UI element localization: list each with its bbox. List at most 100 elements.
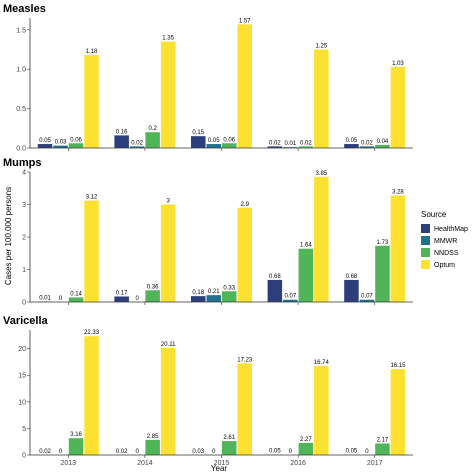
panel-varicella: Varicella 0 5 10 15 20 0.02 0 3.16 22.33 0.02 0 2.85… [3,315,413,467]
data-label: 1.57 [239,18,251,24]
y-tick-label: 5 [22,426,26,433]
y-tick-label: 3 [22,202,26,209]
y-tick-label: 15 [18,373,26,380]
panel-title: Varicella [3,315,49,327]
data-label: 0 [135,449,139,455]
data-label: 0.02 [269,140,281,146]
data-label: 16.15 [390,363,406,369]
bar-nndss [145,439,160,455]
y-tick-label: 1 [22,267,26,274]
y-tick-label: 10 [18,399,26,406]
data-label: 0 [59,296,63,302]
y-tick-label: 0 [22,453,26,460]
legend-label-mmwr: MMWR [434,238,457,245]
data-label: 1.64 [300,243,312,249]
data-label: 1.73 [377,240,389,246]
bar-optum [390,195,406,302]
bar-nndss [222,291,237,302]
bar-optum [160,41,176,148]
data-label: 0.05 [346,138,358,144]
bar-optum [84,336,99,455]
y-tick-label: 1.0 [16,67,26,74]
data-label: 0.07 [285,294,297,300]
y-tick-label: 20 [18,346,26,353]
bar-optum [84,55,99,148]
x-tick-label: 2016 [290,460,306,467]
bar-healthmap [37,144,53,148]
data-label: 2.9 [241,202,250,208]
y-axis-label: Cases per 100,000 persons [4,187,13,285]
data-label: 1.25 [316,44,328,50]
data-label: 1.03 [392,61,404,67]
bar-optum [237,363,252,455]
bar-nndss [68,143,84,148]
data-label: 2.85 [147,434,159,440]
data-label: 0.17 [116,290,128,296]
bar-nndss [298,248,314,302]
bar-mmwr [359,146,375,148]
y-tick-label: 2 [22,235,26,242]
bar-nndss [375,144,390,148]
bar-mmwr [283,299,298,302]
bar-nndss [298,146,314,148]
bar-optum [237,207,252,302]
data-label: 0.02 [300,140,312,146]
y-tick-label: 0 [22,300,26,307]
data-label: 0.04 [377,139,389,145]
legend-label-nndss: NNDSS [434,250,459,257]
data-label: 1.35 [162,36,174,42]
legend-swatch-mmwr [421,236,430,245]
data-label: 0.03 [55,140,67,146]
data-label: 2.27 [300,437,312,443]
bar-optum [237,24,252,148]
panel-title: Measles [3,3,46,15]
data-label: 0 [212,449,216,455]
bar-mmwr [206,144,221,148]
bar-mmwr [129,146,145,148]
x-tick-label: 2013 [61,460,77,467]
bar-nndss [375,443,390,455]
bar-optum [160,204,176,302]
legend-swatch-healthmap [421,224,430,233]
y-tick-label: 0.0 [16,146,26,153]
data-label: 0.03 [192,449,204,455]
bar-healthmap [191,296,206,302]
legend-swatch-optum [421,260,430,269]
bar-optum [390,66,406,148]
legend-title: Source [421,210,447,219]
bar-healthmap [191,136,206,148]
x-tick-label: 2014 [137,460,153,467]
y-tick-label: 0.5 [16,106,26,113]
data-label: 0.36 [147,284,159,290]
bar-optum [160,348,176,455]
data-label: 0.01 [39,296,51,302]
bar-nndss [68,297,84,302]
data-label: 3.16 [70,432,82,438]
data-label: 0.01 [285,141,297,147]
data-label: 0.07 [361,294,373,300]
data-label: 0.05 [346,449,358,455]
data-label: 0.15 [192,130,204,136]
legend-swatch-nndss [421,248,430,257]
bar-healthmap [267,146,283,148]
bar-nndss [68,438,84,455]
bar-nndss [222,441,237,455]
data-label: 3.12 [86,195,98,201]
data-label: 0.02 [116,449,128,455]
bar-nndss [145,132,160,148]
legend-label-healthmap: HealthMap [434,226,468,233]
panel-title: Mumps [3,157,42,169]
data-label: 0.16 [116,129,128,135]
x-axis-label: Year [211,464,228,473]
bar-nndss [375,245,390,302]
bar-optum [314,176,329,302]
x-tick-label: 2015 [214,460,230,467]
data-label: 3.85 [316,171,328,177]
data-label: 0.21 [208,289,220,295]
bar-nndss [145,290,160,302]
bar-optum [84,200,99,302]
data-label: 0 [59,449,63,455]
